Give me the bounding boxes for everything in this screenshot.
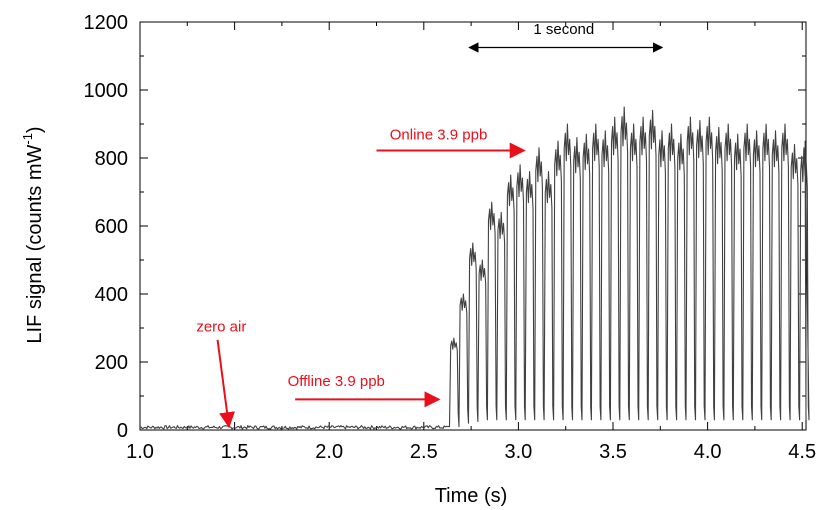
series-lif-signal	[139, 106, 810, 430]
y-tick-label: 600	[95, 216, 128, 238]
x-tick-label: 3.5	[599, 441, 627, 463]
y-tick-label: 0	[117, 420, 128, 442]
x-tick-label: 2.0	[315, 441, 343, 463]
series-line	[139, 106, 810, 430]
annotation-zero-air-arrow	[216, 339, 235, 429]
axis-labels: Time (s) LIF signal (counts mW-1)	[20, 126, 507, 507]
annotation-one-second-label: 1 second	[533, 21, 594, 38]
annotations: zero air Offline 3.9 ppb Online 3.9 ppb 1 s…	[196, 21, 664, 429]
x-axis-label: Time (s)	[435, 485, 508, 507]
x-tick-label: 1.0	[126, 441, 154, 463]
annotation-offline-label: Offline 3.9 ppb	[288, 373, 385, 390]
y-tick-label: 400	[95, 284, 128, 306]
y-axis-label-end: )	[24, 126, 46, 133]
x-tick-label: 4.5	[788, 441, 816, 463]
y-axis-label: LIF signal (counts mW-1)	[20, 126, 46, 343]
y-axis-label-main: LIF signal (counts mW	[24, 145, 46, 344]
y-tick-label: 200	[95, 352, 128, 374]
axis-ticks: 1.0 1.5 2.0 2.5 3.0 3.5 4.0 4.5 0 200 400 600 800 100…	[84, 12, 817, 463]
annotation-zero-air-label: zero air	[196, 318, 246, 335]
annotation-online-label: Online 3.9 ppb	[390, 126, 488, 143]
x-tick-label: 2.5	[410, 441, 438, 463]
x-tick-label: 1.5	[221, 441, 249, 463]
y-tick-label: 800	[95, 148, 128, 170]
x-tick-label: 4.0	[694, 441, 722, 463]
y-tick-label: 1200	[84, 12, 129, 34]
y-tick-label: 1000	[84, 80, 129, 102]
y-axis-label-sup: -1	[20, 133, 35, 145]
x-tick-label: 3.0	[505, 441, 533, 463]
